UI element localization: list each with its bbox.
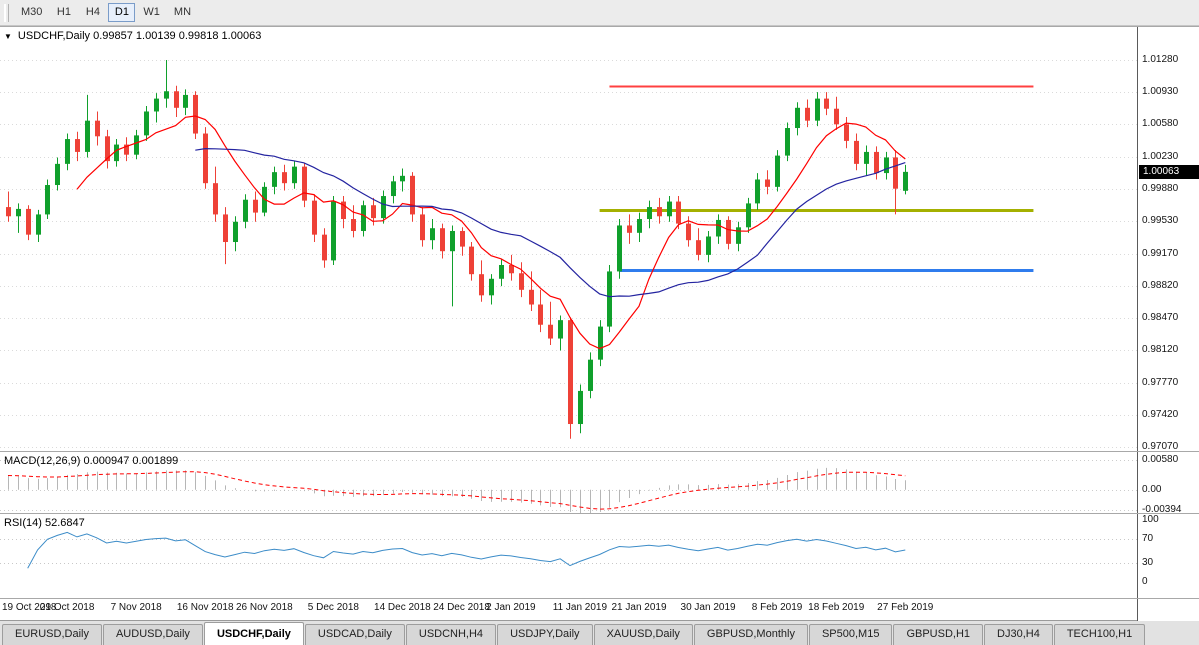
time-axis-label: 21 Jan 2019: [611, 602, 667, 613]
ma-fast-red-line[interactable]: [76, 115, 906, 350]
time-axis-label: 29 Oct 2018: [39, 602, 95, 613]
chart-tab-bar: EURUSD,Daily AUDUSD,Daily USDCHF,Daily USDC…: [0, 620, 1199, 645]
time-axis-label: 8 Feb 2019: [751, 602, 803, 613]
pane-separator[interactable]: [0, 451, 1199, 452]
time-axis-label: 26 Nov 2018: [236, 602, 293, 613]
time-axis-label: 7 Nov 2018: [110, 602, 162, 613]
time-axis-label: 30 Jan 2019: [680, 602, 736, 613]
rsi-scale-label: 0: [1142, 576, 1148, 587]
macd-title: MACD(12,26,9) 0.000947 0.001899: [4, 455, 178, 467]
chart-tab-usdchf-daily[interactable]: USDCHF,Daily: [203, 622, 304, 645]
time-axis-label: 11 Jan 2019: [552, 602, 608, 613]
time-axis-label: 2 Jan 2019: [486, 602, 536, 613]
time-axis-label: 5 Dec 2018: [307, 602, 359, 613]
rsi-scale-label: 70: [1142, 532, 1154, 544]
collapse-icon[interactable]: ▼: [4, 31, 12, 41]
chart-tab-sp500-m15[interactable]: SP500,M15: [808, 624, 893, 645]
rsi-title-text: RSI(14) 52.6847: [4, 517, 85, 529]
time-axis-separator: [0, 598, 1199, 599]
chart-tab-dj30-h4[interactable]: DJ30,H4: [984, 624, 1053, 645]
rsi-scale-label: 100: [1142, 514, 1159, 525]
macd-indicator-canvas[interactable]: [0, 452, 1137, 513]
rsi-title: RSI(14) 52.6847: [4, 517, 85, 529]
price-scale-label: 0.97070: [1142, 441, 1179, 452]
time-axis-label: 14 Dec 2018: [374, 602, 431, 613]
timeframe-button-m30[interactable]: M30: [21, 6, 43, 18]
rsi-indicator-canvas[interactable]: [0, 514, 1137, 598]
timeframe-toolbar: M30 H1 H4 D1 W1 MN: [0, 0, 1199, 26]
chart-tab-gbpusd-h1[interactable]: GBPUSD,H1: [893, 624, 984, 645]
timeframe-button-h1[interactable]: H1: [56, 6, 71, 18]
price-scale-label: 0.97770: [1142, 376, 1179, 388]
macd-scale-label: -0.00394: [1142, 504, 1182, 515]
chart-window: ▼ USDCHF,Daily 0.99857 1.00139 0.99818 1…: [0, 26, 1199, 621]
timeframe-buttons: M30 H1 H4 D1 W1 MN: [14, 3, 198, 22]
macd-scale-label: 0.00580: [1142, 454, 1179, 465]
timeframe-button-w1[interactable]: W1: [143, 6, 160, 18]
price-scale-label: 0.98820: [1142, 280, 1179, 292]
chart-title: ▼ USDCHF,Daily 0.99857 1.00139 0.99818 1…: [4, 30, 261, 42]
price-scale-label: 0.99530: [1142, 214, 1179, 226]
plot-area: ▼ USDCHF,Daily 0.99857 1.00139 0.99818 1…: [0, 27, 1137, 621]
chart-tab-audusd-daily[interactable]: AUDUSD,Daily: [102, 624, 203, 645]
timeframe-button-h4[interactable]: H4: [85, 6, 100, 18]
price-scale-label: 1.00580: [1142, 118, 1179, 130]
chart-tab-xauusd-daily[interactable]: XAUUSD,Daily: [593, 624, 693, 645]
price-scale-label: 0.98470: [1142, 312, 1179, 324]
macd-scale-label: 0.00: [1142, 483, 1162, 495]
pane-separator[interactable]: [0, 513, 1199, 514]
price-scale-label: 0.97420: [1142, 408, 1179, 420]
rsi-line: [27, 531, 906, 569]
price-chart-canvas[interactable]: [0, 27, 1137, 451]
price-scale-label: 0.98120: [1142, 344, 1179, 356]
timeframe-button-d1[interactable]: D1: [108, 3, 136, 22]
chart-title-text: USDCHF,Daily 0.99857 1.00139 0.99818 1.0…: [17, 30, 262, 42]
time-axis-label: 18 Feb 2019: [808, 602, 865, 613]
chart-tab-tech100-h1[interactable]: TECH100,H1: [1053, 624, 1146, 645]
price-scale-label: 1.00930: [1142, 86, 1179, 98]
chart-tab-usdjpy-daily[interactable]: USDJPY,Daily: [497, 624, 593, 645]
macd-signal-line: [7, 471, 906, 510]
price-scale-label: 1.00230: [1142, 150, 1179, 162]
price-scale-label: 0.99880: [1142, 182, 1179, 194]
current-price-box: 1.00063: [1139, 164, 1199, 179]
toolbar-grip[interactable]: [4, 3, 9, 22]
price-scale-label: 0.99170: [1142, 247, 1179, 259]
chart-tab-gbpusd-monthly[interactable]: GBPUSD,Monthly: [693, 624, 808, 645]
chart-tab-usdcnh-h4[interactable]: USDCNH,H4: [405, 624, 497, 645]
macd-title-text: MACD(12,26,9) 0.000947 0.001899: [4, 455, 179, 467]
time-axis-label: 24 Dec 2018: [433, 602, 490, 613]
time-axis-label: 16 Nov 2018: [176, 602, 234, 613]
candlestick-series[interactable]: [6, 60, 908, 439]
rsi-scale-label: 30: [1142, 557, 1154, 569]
price-axis: 1.01280 1.00930 1.00580 1.00230 0.99880 0.995…: [1137, 27, 1199, 621]
time-axis-label: 19 Oct 2018: [2, 602, 57, 613]
macd-histogram: [8, 467, 906, 513]
price-scale-label: 1.01280: [1142, 54, 1179, 65]
ma-slow-blue-line[interactable]: [195, 147, 906, 298]
time-axis-label: 27 Feb 2019: [877, 602, 934, 613]
chart-tab-eurusd-daily[interactable]: EURUSD,Daily: [2, 624, 102, 645]
timeframe-button-mn[interactable]: MN: [173, 6, 192, 18]
chart-tab-usdcad-daily[interactable]: USDCAD,Daily: [304, 624, 405, 645]
